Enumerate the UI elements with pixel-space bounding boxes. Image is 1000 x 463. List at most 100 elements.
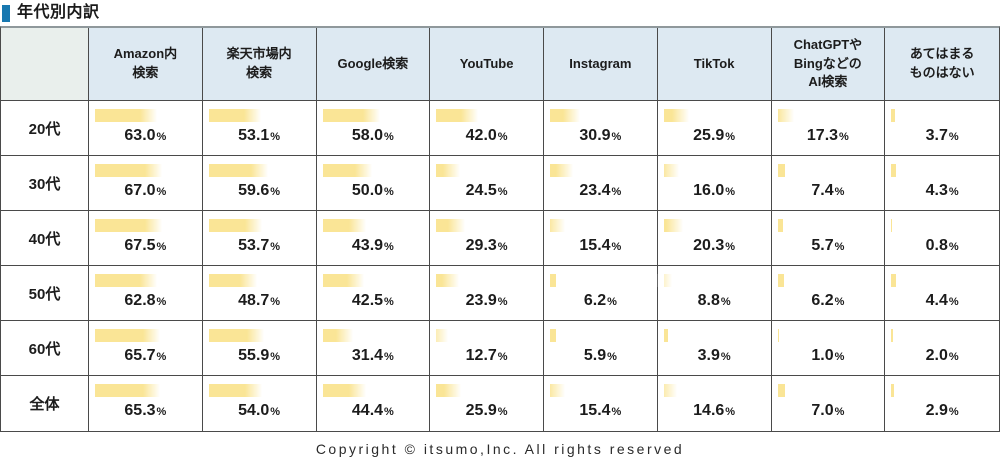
- bar-track: [203, 376, 316, 398]
- value-label: 15.4%: [544, 237, 657, 255]
- value-number: 15.4: [579, 237, 611, 254]
- percent-sign: %: [270, 351, 281, 363]
- percent-sign: %: [497, 241, 508, 253]
- table-cell: 3.7%: [885, 101, 999, 156]
- page-title: 年代別内訳: [17, 4, 100, 21]
- bar-track: [658, 211, 771, 233]
- table-cell: 44.4%: [317, 376, 431, 431]
- row-label: 50代: [1, 266, 89, 321]
- value-bar: [776, 109, 796, 122]
- value-number: 3.7: [925, 127, 948, 144]
- bar-track: [885, 321, 999, 343]
- bar-track: [772, 101, 885, 123]
- value-label: 55.9%: [203, 347, 316, 365]
- bar-track: [885, 211, 999, 233]
- bar-track: [317, 376, 430, 398]
- value-bar: [660, 384, 679, 397]
- bar-track: [89, 101, 202, 123]
- table-cell: 48.7%: [202, 266, 317, 321]
- value-label: 15.4%: [544, 402, 657, 420]
- value-number: 63.0: [124, 127, 156, 144]
- bar-track: [430, 156, 543, 178]
- value-number: 30.9: [579, 127, 611, 144]
- table-cell: 53.7%: [202, 211, 317, 266]
- percent-sign: %: [611, 241, 622, 253]
- value-bar: [322, 219, 367, 232]
- table-cell: 5.9%: [544, 321, 658, 376]
- percent-sign: %: [834, 406, 845, 418]
- table-cell: 58.0%: [316, 101, 431, 156]
- value-number: 0.8: [925, 237, 948, 254]
- value-number: 23.9: [465, 292, 497, 309]
- table-cell: 6.2%: [771, 266, 886, 321]
- value-label: 30.9%: [544, 127, 657, 145]
- value-number: 50.0: [351, 182, 384, 199]
- value-bar: [663, 219, 685, 232]
- table-cell: 30.9%: [544, 101, 658, 156]
- value-label: 29.3%: [430, 237, 543, 255]
- value-label: 31.4%: [317, 347, 430, 365]
- percent-sign: %: [725, 406, 736, 418]
- bar-track: [430, 321, 543, 343]
- value-bar: [891, 274, 896, 287]
- value-label: 20.3%: [658, 237, 771, 255]
- bar-track: [772, 266, 885, 288]
- value-label: 8.8%: [658, 292, 771, 310]
- row-label: 20代: [1, 101, 89, 156]
- value-number: 2.9: [925, 402, 948, 419]
- percent-sign: %: [156, 351, 167, 363]
- percent-sign: %: [725, 241, 736, 253]
- value-label: 14.6%: [658, 402, 771, 420]
- percent-sign: %: [948, 131, 959, 143]
- table-row: 全体 65.3% 54.0% 44.4% 25.9% 15.4% 14.6% 7.0% 2.9%: [1, 376, 999, 431]
- table-cell: 2.9%: [885, 376, 999, 431]
- bar-track: [544, 156, 657, 178]
- percent-sign: %: [156, 406, 167, 418]
- value-number: 12.7: [465, 347, 497, 364]
- value-label: 7.0%: [772, 402, 885, 420]
- value-number: 25.9: [465, 402, 497, 419]
- value-number: 6.2: [583, 292, 607, 309]
- percent-sign: %: [607, 351, 617, 363]
- row-label: 全体: [1, 376, 89, 431]
- bar-track: [430, 376, 543, 398]
- bar-track: [885, 156, 999, 178]
- value-bar: [777, 329, 779, 342]
- row-label: 40代: [1, 211, 89, 266]
- table-cell: 54.0%: [203, 376, 317, 431]
- value-number: 5.9: [583, 347, 607, 364]
- table-cell: 62.8%: [89, 266, 203, 321]
- value-number: 4.4: [925, 292, 948, 309]
- bar-track: [317, 321, 430, 343]
- percent-sign: %: [156, 131, 167, 143]
- table-cell: 20.3%: [657, 211, 772, 266]
- percent-sign: %: [607, 296, 617, 308]
- value-bar: [891, 329, 894, 342]
- bar-track: [772, 156, 885, 178]
- bar-track: [203, 321, 316, 343]
- bar-track: [203, 101, 316, 123]
- bar-track: [89, 321, 202, 343]
- table-cell: 63.0%: [89, 101, 203, 156]
- percent-sign: %: [384, 131, 394, 143]
- value-number: 31.4: [351, 347, 384, 364]
- value-number: 43.9: [351, 237, 384, 254]
- bar-track: [89, 211, 202, 233]
- column-header: 楽天市場内 検索: [202, 28, 317, 101]
- value-number: 16.0: [693, 182, 725, 199]
- value-label: 63.0%: [89, 127, 202, 145]
- value-label: 67.5%: [89, 237, 202, 255]
- percent-sign: %: [611, 406, 622, 418]
- bar-track: [658, 156, 771, 178]
- row-label: 30代: [1, 156, 89, 211]
- bar-track: [544, 211, 657, 233]
- value-bar: [891, 384, 895, 397]
- bar-track: [203, 211, 316, 233]
- table-cell: 3.9%: [657, 321, 772, 376]
- table-cell: 23.9%: [430, 266, 544, 321]
- value-bar: [436, 274, 461, 287]
- value-label: 24.5%: [430, 182, 543, 200]
- table-cell: 7.4%: [771, 156, 886, 211]
- value-number: 29.3: [465, 237, 497, 254]
- value-bar: [547, 384, 566, 397]
